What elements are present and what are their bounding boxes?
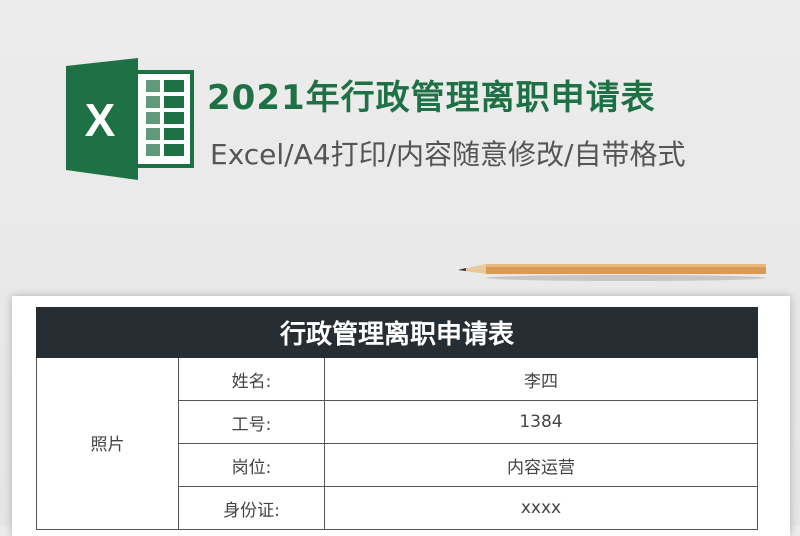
field-label: 岗位:	[178, 443, 325, 487]
field-label: 姓名:	[178, 357, 325, 401]
table-row: 照片 姓名: 李四	[36, 357, 758, 530]
table-row: 身份证: xxxx	[37, 486, 758, 530]
form-title: 行政管理离职申请表	[36, 307, 758, 358]
field-label: 身份证:	[178, 486, 325, 530]
page-subtitle: Excel/A4打印/内容随意修改/自带格式	[210, 138, 686, 171]
field-value[interactable]: 1384	[324, 400, 758, 444]
photo-cell: 照片	[36, 357, 179, 530]
excel-logo-icon: X	[66, 58, 194, 180]
field-value[interactable]: xxxx	[324, 486, 758, 530]
field-value[interactable]: 李四	[324, 357, 758, 401]
svg-text:X: X	[85, 94, 116, 146]
field-label: 工号:	[178, 400, 325, 444]
field-value[interactable]: 内容运营	[324, 443, 758, 487]
page-title: 2021年行政管理离职申请表	[207, 78, 656, 118]
pencil-icon	[458, 264, 766, 281]
resignation-form-table: 行政管理离职申请表 照片 姓名: 李四 工号: 1384 岗位: 内容运营 身份…	[36, 307, 758, 530]
